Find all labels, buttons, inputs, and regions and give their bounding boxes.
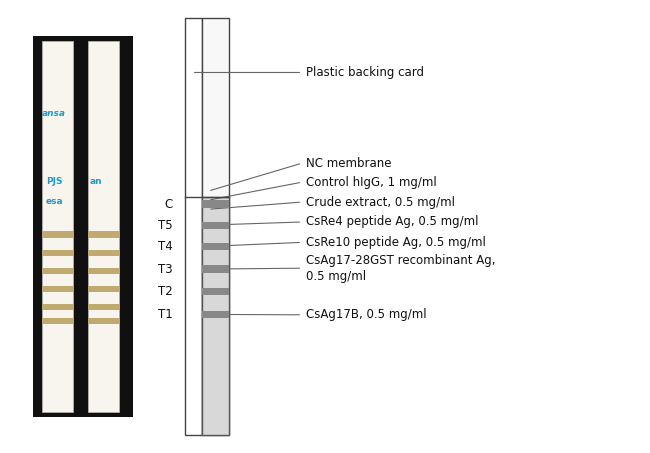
Bar [202,200,229,208]
Bar [42,268,73,274]
Bar [202,243,229,250]
Bar [88,268,119,274]
Text: T3: T3 [157,263,172,275]
Text: ansa: ansa [42,109,66,118]
Bar [202,265,229,273]
Text: T5: T5 [157,219,172,231]
Bar [42,41,73,412]
Bar [42,304,73,310]
Bar [88,318,119,324]
Bar [32,36,133,417]
Text: CsRe10 peptide Ag, 0.5 mg/ml: CsRe10 peptide Ag, 0.5 mg/ml [306,236,486,249]
Bar [88,304,119,310]
Bar [42,286,73,292]
Text: Crude extract, 0.5 mg/ml: Crude extract, 0.5 mg/ml [306,196,454,208]
Text: T4: T4 [157,240,172,253]
Text: Control hIgG, 1 mg/ml: Control hIgG, 1 mg/ml [306,176,436,188]
Text: T2: T2 [157,285,172,298]
Bar [88,250,119,256]
Text: NC membrane: NC membrane [306,157,391,169]
Bar [88,41,119,412]
Bar [42,250,73,256]
Bar [202,197,229,435]
Bar [202,222,229,229]
Bar [88,231,119,238]
Text: C: C [164,198,172,211]
Text: CsAg17-28GST recombinant Ag,
0.5 mg/ml: CsAg17-28GST recombinant Ag, 0.5 mg/ml [306,254,495,283]
Bar [42,231,73,238]
Bar [88,286,119,292]
Text: PJS: PJS [46,177,62,186]
Bar [202,288,229,295]
Text: CsRe4 peptide Ag, 0.5 mg/ml: CsRe4 peptide Ag, 0.5 mg/ml [306,216,478,228]
Text: Plastic backing card: Plastic backing card [306,66,424,79]
Text: an: an [90,177,103,186]
Bar [202,18,229,435]
Text: esa: esa [45,197,63,206]
Bar [202,311,229,318]
Bar [42,318,73,324]
Text: T1: T1 [157,308,172,321]
Bar [185,18,202,435]
Text: CsAg17B, 0.5 mg/ml: CsAg17B, 0.5 mg/ml [306,308,426,321]
